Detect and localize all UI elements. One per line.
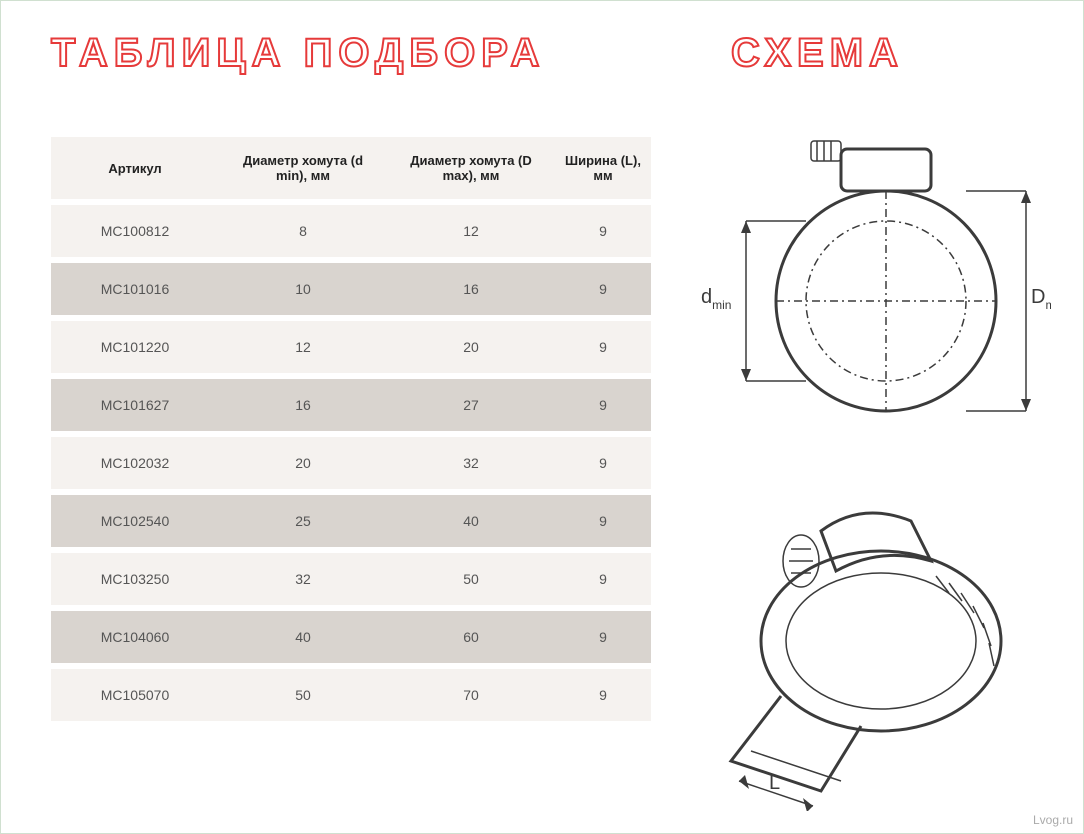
table-cell: 40 (387, 495, 555, 547)
table-cell: 16 (387, 263, 555, 315)
table-row: MC10162716279 (51, 379, 651, 431)
table-cell: MC101220 (51, 321, 219, 373)
table-cell: 8 (219, 205, 387, 257)
table-cell: 50 (219, 669, 387, 721)
table-cell: 9 (555, 437, 651, 489)
table-row: MC1008128129 (51, 205, 651, 257)
table-cell: MC102032 (51, 437, 219, 489)
table-cell: 9 (555, 611, 651, 663)
table-cell: 10 (219, 263, 387, 315)
table-header-cell: Диаметр хомута (d min), мм (219, 137, 387, 199)
title-selection-table: ТАБЛИЦА ПОДБОРА (51, 31, 545, 76)
table-cell: 9 (555, 495, 651, 547)
table-cell: MC103250 (51, 553, 219, 605)
table-header-cell: Диаметр хомута (D max), мм (387, 137, 555, 199)
table-cell: MC104060 (51, 611, 219, 663)
table-cell: 32 (387, 437, 555, 489)
table-header-cell: Ширина (L), мм (555, 137, 651, 199)
table-body: MC1008128129MC10101610169MC10122012209MC… (51, 205, 651, 721)
scheme-front-view: dmin Dmax (691, 131, 1051, 441)
table-cell: 32 (219, 553, 387, 605)
scheme-iso-view: L (691, 491, 1051, 811)
table-cell: MC101627 (51, 379, 219, 431)
table-cell: 27 (387, 379, 555, 431)
table-row: MC10254025409 (51, 495, 651, 547)
label-dmin-sub: min (712, 298, 731, 312)
table-header-cell: Артикул (51, 137, 219, 199)
title-scheme: СХЕМА (731, 31, 904, 76)
table-cell: 9 (555, 205, 651, 257)
label-L: L (769, 772, 780, 794)
svg-text:Dmax: Dmax (1031, 286, 1051, 312)
table-cell: 20 (387, 321, 555, 373)
table-row: MC10122012209 (51, 321, 651, 373)
table-cell: 9 (555, 263, 651, 315)
table-cell: 9 (555, 321, 651, 373)
table-cell: 50 (387, 553, 555, 605)
table-cell: 70 (387, 669, 555, 721)
table-cell: MC102540 (51, 495, 219, 547)
table-row: MC10325032509 (51, 553, 651, 605)
table-cell: 9 (555, 379, 651, 431)
table-cell: MC101016 (51, 263, 219, 315)
table-row: MC10507050709 (51, 669, 651, 721)
table-row: MC10406040609 (51, 611, 651, 663)
table-cell: 20 (219, 437, 387, 489)
table-row: MC10101610169 (51, 263, 651, 315)
watermark: Lvog.ru (1033, 813, 1073, 827)
table-row: MC10203220329 (51, 437, 651, 489)
table-cell: 12 (387, 205, 555, 257)
table-cell: 25 (219, 495, 387, 547)
label-dmax: D (1031, 286, 1045, 308)
table-cell: 9 (555, 553, 651, 605)
table-cell: 9 (555, 669, 651, 721)
label-dmin: d (701, 286, 712, 308)
svg-text:dmin: dmin (701, 286, 731, 312)
label-dmax-sub: max (1045, 298, 1051, 312)
table-header-row: АртикулДиаметр хомута (d min), ммДиаметр… (51, 137, 651, 199)
table-cell: 60 (387, 611, 555, 663)
table-cell: 12 (219, 321, 387, 373)
table-cell: 40 (219, 611, 387, 663)
table-cell: MC105070 (51, 669, 219, 721)
selection-table: АртикулДиаметр хомута (d min), ммДиаметр… (51, 131, 651, 727)
table-cell: 16 (219, 379, 387, 431)
table-cell: MC100812 (51, 205, 219, 257)
